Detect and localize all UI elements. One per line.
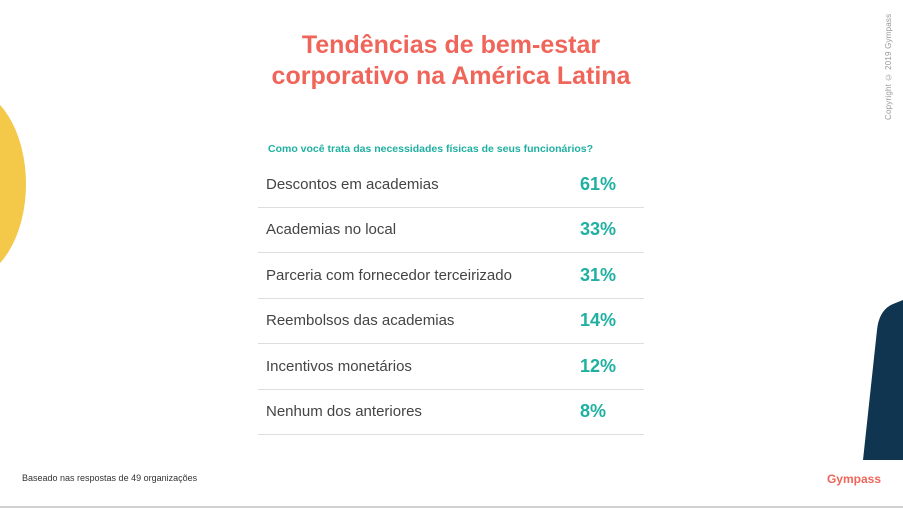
row-value: 33% bbox=[580, 219, 617, 240]
row-label: Reembolsos das academias bbox=[266, 312, 455, 330]
table-row: Parceria com fornecedor terceirizado 31% bbox=[258, 253, 644, 299]
row-value: 14% bbox=[580, 310, 617, 331]
page-title: Tendências de bem-estar corporativo na A… bbox=[200, 30, 702, 92]
title-line-1: Tendências de bem-estar bbox=[301, 31, 601, 59]
row-label: Descontos em academias bbox=[266, 175, 439, 193]
row-value: 31% bbox=[580, 264, 617, 285]
row-label: Nenhum dos anteriores bbox=[266, 403, 422, 421]
table-row: Nenhum dos anteriores 8% bbox=[258, 390, 644, 435]
row-label: Incentivos monetários bbox=[266, 357, 412, 375]
footnote: Baseado nas respostas de 49 organizações bbox=[22, 473, 198, 483]
table-row: Incentivos monetários 12% bbox=[258, 344, 644, 390]
row-value: 12% bbox=[580, 355, 617, 376]
bottom-divider bbox=[0, 506, 903, 508]
decorative-navy-shape bbox=[863, 300, 903, 460]
copyright-text: Copyright © 2019 Gympass bbox=[884, 13, 893, 120]
row-label: Academias no local bbox=[266, 221, 397, 239]
table-row: Reembolsos das academias 14% bbox=[258, 299, 644, 344]
gympass-logo: Gympass bbox=[826, 472, 881, 486]
row-value: 8% bbox=[580, 401, 607, 422]
results-table: Descontos em academias 61% Academias no … bbox=[258, 162, 644, 435]
table-row: Descontos em academias 61% bbox=[258, 162, 644, 208]
table-row: Academias no local 33% bbox=[258, 208, 644, 253]
row-value: 61% bbox=[580, 173, 617, 194]
row-label: Parceria com fornecedor terceirizado bbox=[266, 266, 512, 284]
decorative-yellow-shape bbox=[0, 88, 26, 280]
title-line-2: corporativo na América Latina bbox=[271, 62, 631, 90]
survey-question: Como você trata das necessidades físicas… bbox=[268, 143, 594, 155]
